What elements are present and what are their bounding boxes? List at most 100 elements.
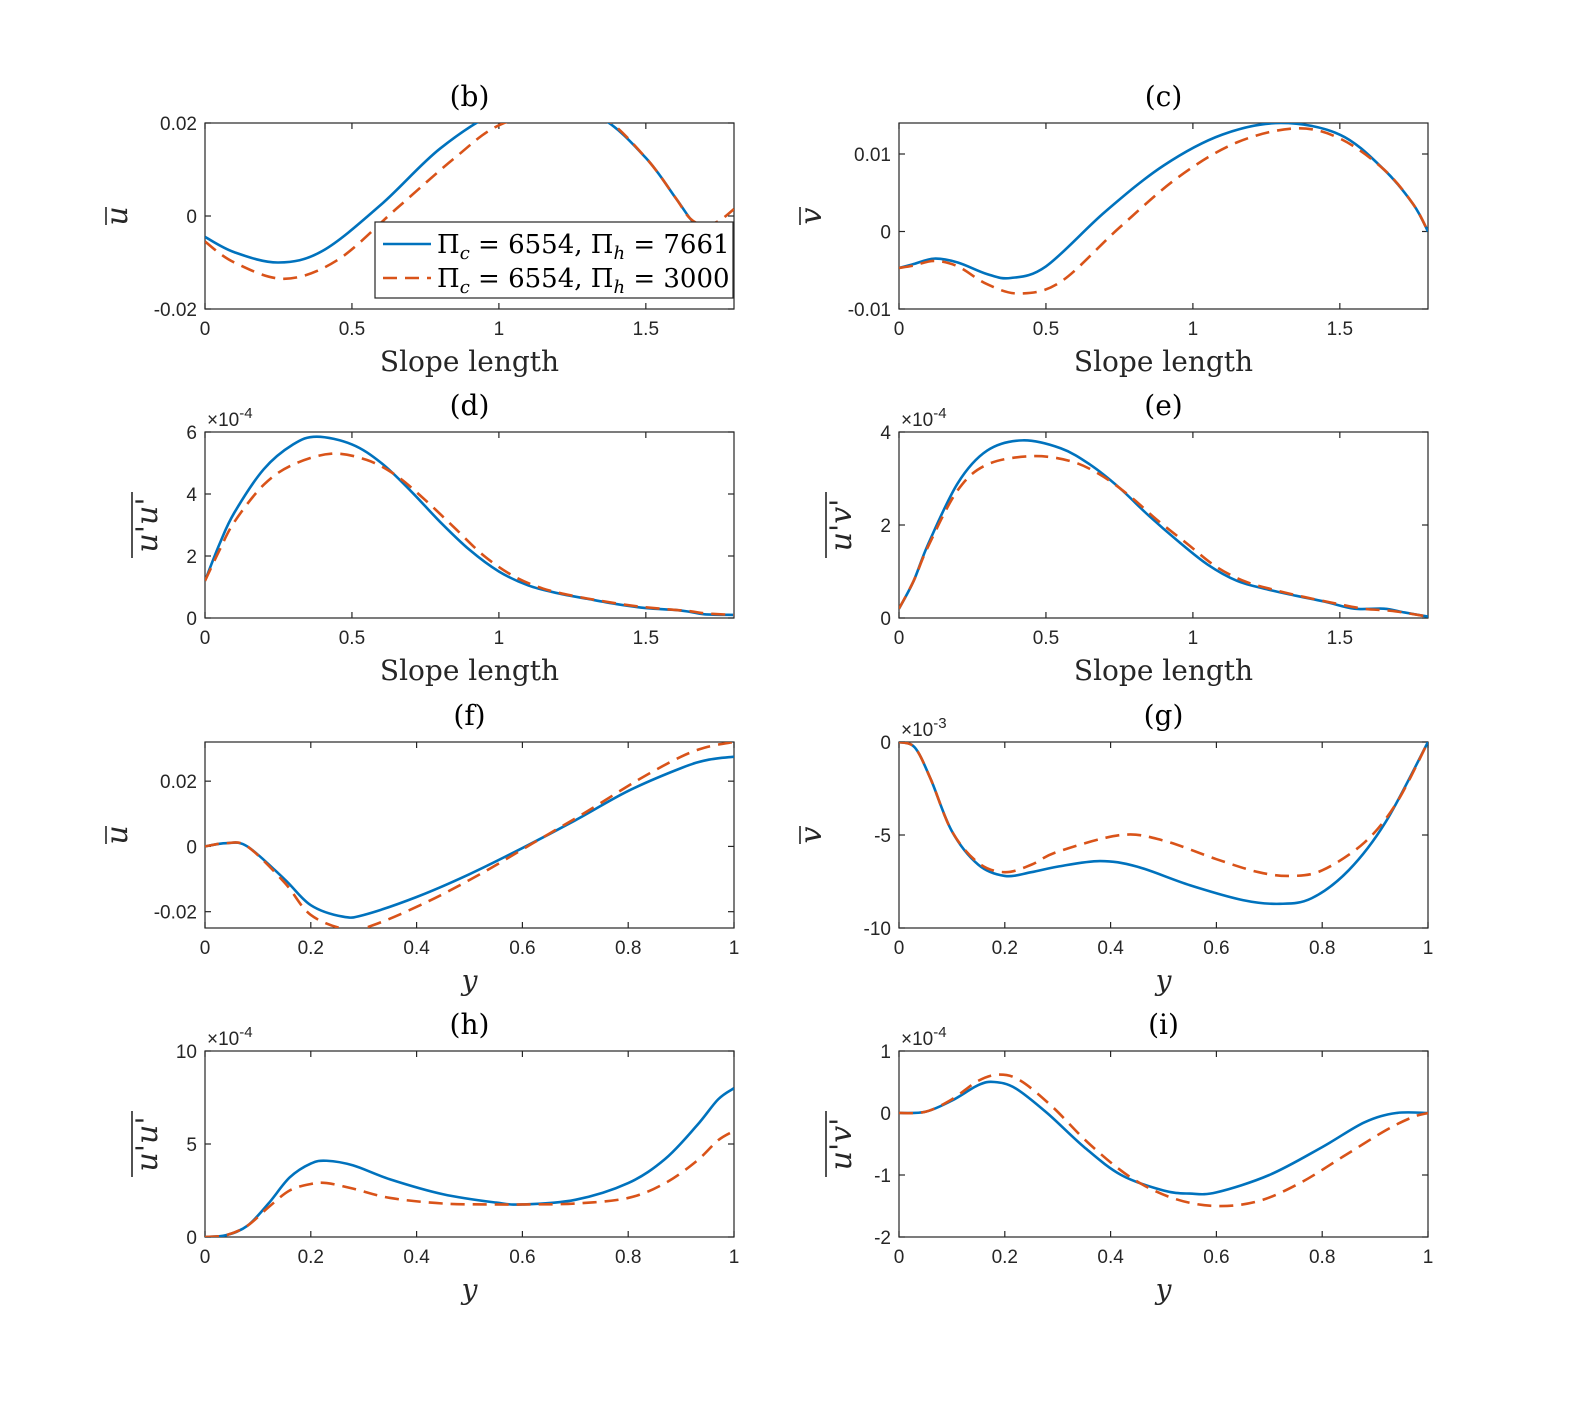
chart-title: (b) [450,80,490,113]
chart-title: (g) [1144,699,1184,732]
x-tick-label: 0.8 [1309,1247,1335,1268]
x-tick-label: 0 [200,1247,211,1268]
x-tick-label: 0.2 [298,1247,324,1268]
x-tick-label: 0 [894,319,905,340]
series-line-2 [899,127,1428,295]
series-line-2 [899,1073,1428,1208]
y-tick-label: -0.02 [154,903,197,924]
axes-box [204,741,735,929]
x-tick-label: 1.5 [633,319,659,340]
y-axis-label: u'v' [824,1111,859,1177]
x-axis-label: Slope length [380,654,559,687]
y-tick-label: 0 [880,223,891,244]
series-line-1 [899,1080,1428,1196]
y-tick-label: -5 [874,826,891,847]
x-tick-label: 0.5 [339,628,365,649]
legend-box [374,221,734,299]
y-axis-label: u'u' [130,1111,165,1177]
x-tick-label: 1 [729,938,740,959]
y-tick-label: 4 [186,485,197,506]
y-tick-label: 0 [880,733,891,754]
x-axis-label: Slope length [1074,345,1253,378]
y-axis-label: u [100,206,135,225]
series-line-1 [205,1087,734,1237]
y-tick-label: 2 [880,516,891,537]
axes-box [204,1050,735,1238]
y-tick-label: 0 [186,1228,197,1249]
exponent-label: ×10-4 [901,1024,947,1050]
chart-g: 0 0.2 0.4 0.6 0.8 1 -10 -5 0 ×10-3 (g) y v [794,699,1433,997]
legend-entry-1: Πc = 6554, Πh = 7661 [437,230,730,264]
x-tick-label: 0 [200,319,211,340]
x-tick-label: 1.5 [1327,628,1353,649]
x-tick-label: 0 [894,938,905,959]
axes-box [898,741,1429,929]
x-axis-label: y [460,1273,479,1306]
y-tick-label: 0.02 [160,772,197,793]
x-tick-label: 1 [1188,628,1199,649]
chart-i: 0 0.2 0.4 0.6 0.8 1 -2 -1 0 1 ×10-4 (i) y u'v' [824,1008,1433,1306]
x-tick-label: 0.8 [615,1247,641,1268]
x-tick-label: 0 [200,628,211,649]
axes-box [898,431,1429,619]
x-tick-label: 0.4 [403,938,430,959]
chart-title: (f) [453,699,485,732]
x-tick-label: 0.4 [1097,938,1124,959]
x-tick-label: 0.8 [1309,938,1335,959]
y-tick-label: 2 [186,547,197,568]
y-tick-label: 0 [186,837,197,858]
svg-text:u'u': u'u' [130,497,165,552]
exponent-label: ×10-4 [901,405,947,431]
chart-e: 0 0.5 1 1.5 0 2 4 ×10-4 (e) Slope length u'v' [824,389,1429,687]
x-axis-label: Slope length [1074,654,1253,687]
y-tick-label: 0 [186,207,197,228]
chart-title: (i) [1148,1008,1179,1041]
y-axis-label: u'u' [130,492,165,558]
x-tick-label: 0.2 [992,1247,1018,1268]
svg-text:u: u [100,206,135,225]
x-tick-label: 0.5 [339,319,365,340]
y-tick-label: -0.01 [848,300,891,321]
series-line-1 [899,439,1428,618]
y-tick-label: 5 [186,1135,197,1156]
exponent-label: ×10-3 [901,715,947,741]
svg-text:u'v': u'v' [824,1118,859,1171]
y-axis-label: v [794,207,829,225]
x-tick-label: 0 [894,628,905,649]
x-axis-label: y [460,964,479,997]
axes-box [204,431,735,619]
x-tick-label: 1.5 [633,628,659,649]
x-tick-label: 1 [494,319,505,340]
x-tick-label: 1 [1423,1247,1434,1268]
y-tick-label: 1 [880,1042,891,1063]
x-tick-label: 0.2 [298,938,324,959]
x-tick-label: 0.8 [615,938,641,959]
x-tick-label: 0.6 [509,938,535,959]
y-tick-label: -2 [874,1228,891,1249]
axes-box [898,1050,1429,1238]
y-tick-label: -0.02 [154,300,197,321]
exponent-label: ×10-4 [207,405,253,431]
y-tick-label: 10 [176,1042,197,1063]
x-tick-label: 0.6 [509,1247,535,1268]
chart-title: (c) [1145,80,1183,113]
x-tick-label: 1 [494,628,505,649]
x-tick-label: 0.6 [1203,1247,1229,1268]
series-line-2 [205,742,734,928]
y-tick-label: 0 [880,1104,891,1125]
chart-d: 0 0.5 1 1.5 0 2 4 6 ×10-4 (d) Slope length u'u' [130,389,735,687]
series-line-2 [899,454,1428,618]
x-tick-label: 0.2 [992,938,1018,959]
chart-title: (e) [1144,389,1182,422]
svg-text:u'u': u'u' [130,1116,165,1171]
y-tick-label: 0 [186,609,197,630]
x-tick-label: 0 [200,938,211,959]
series-line-2 [205,452,734,617]
y-axis-label: u'v' [824,492,859,558]
